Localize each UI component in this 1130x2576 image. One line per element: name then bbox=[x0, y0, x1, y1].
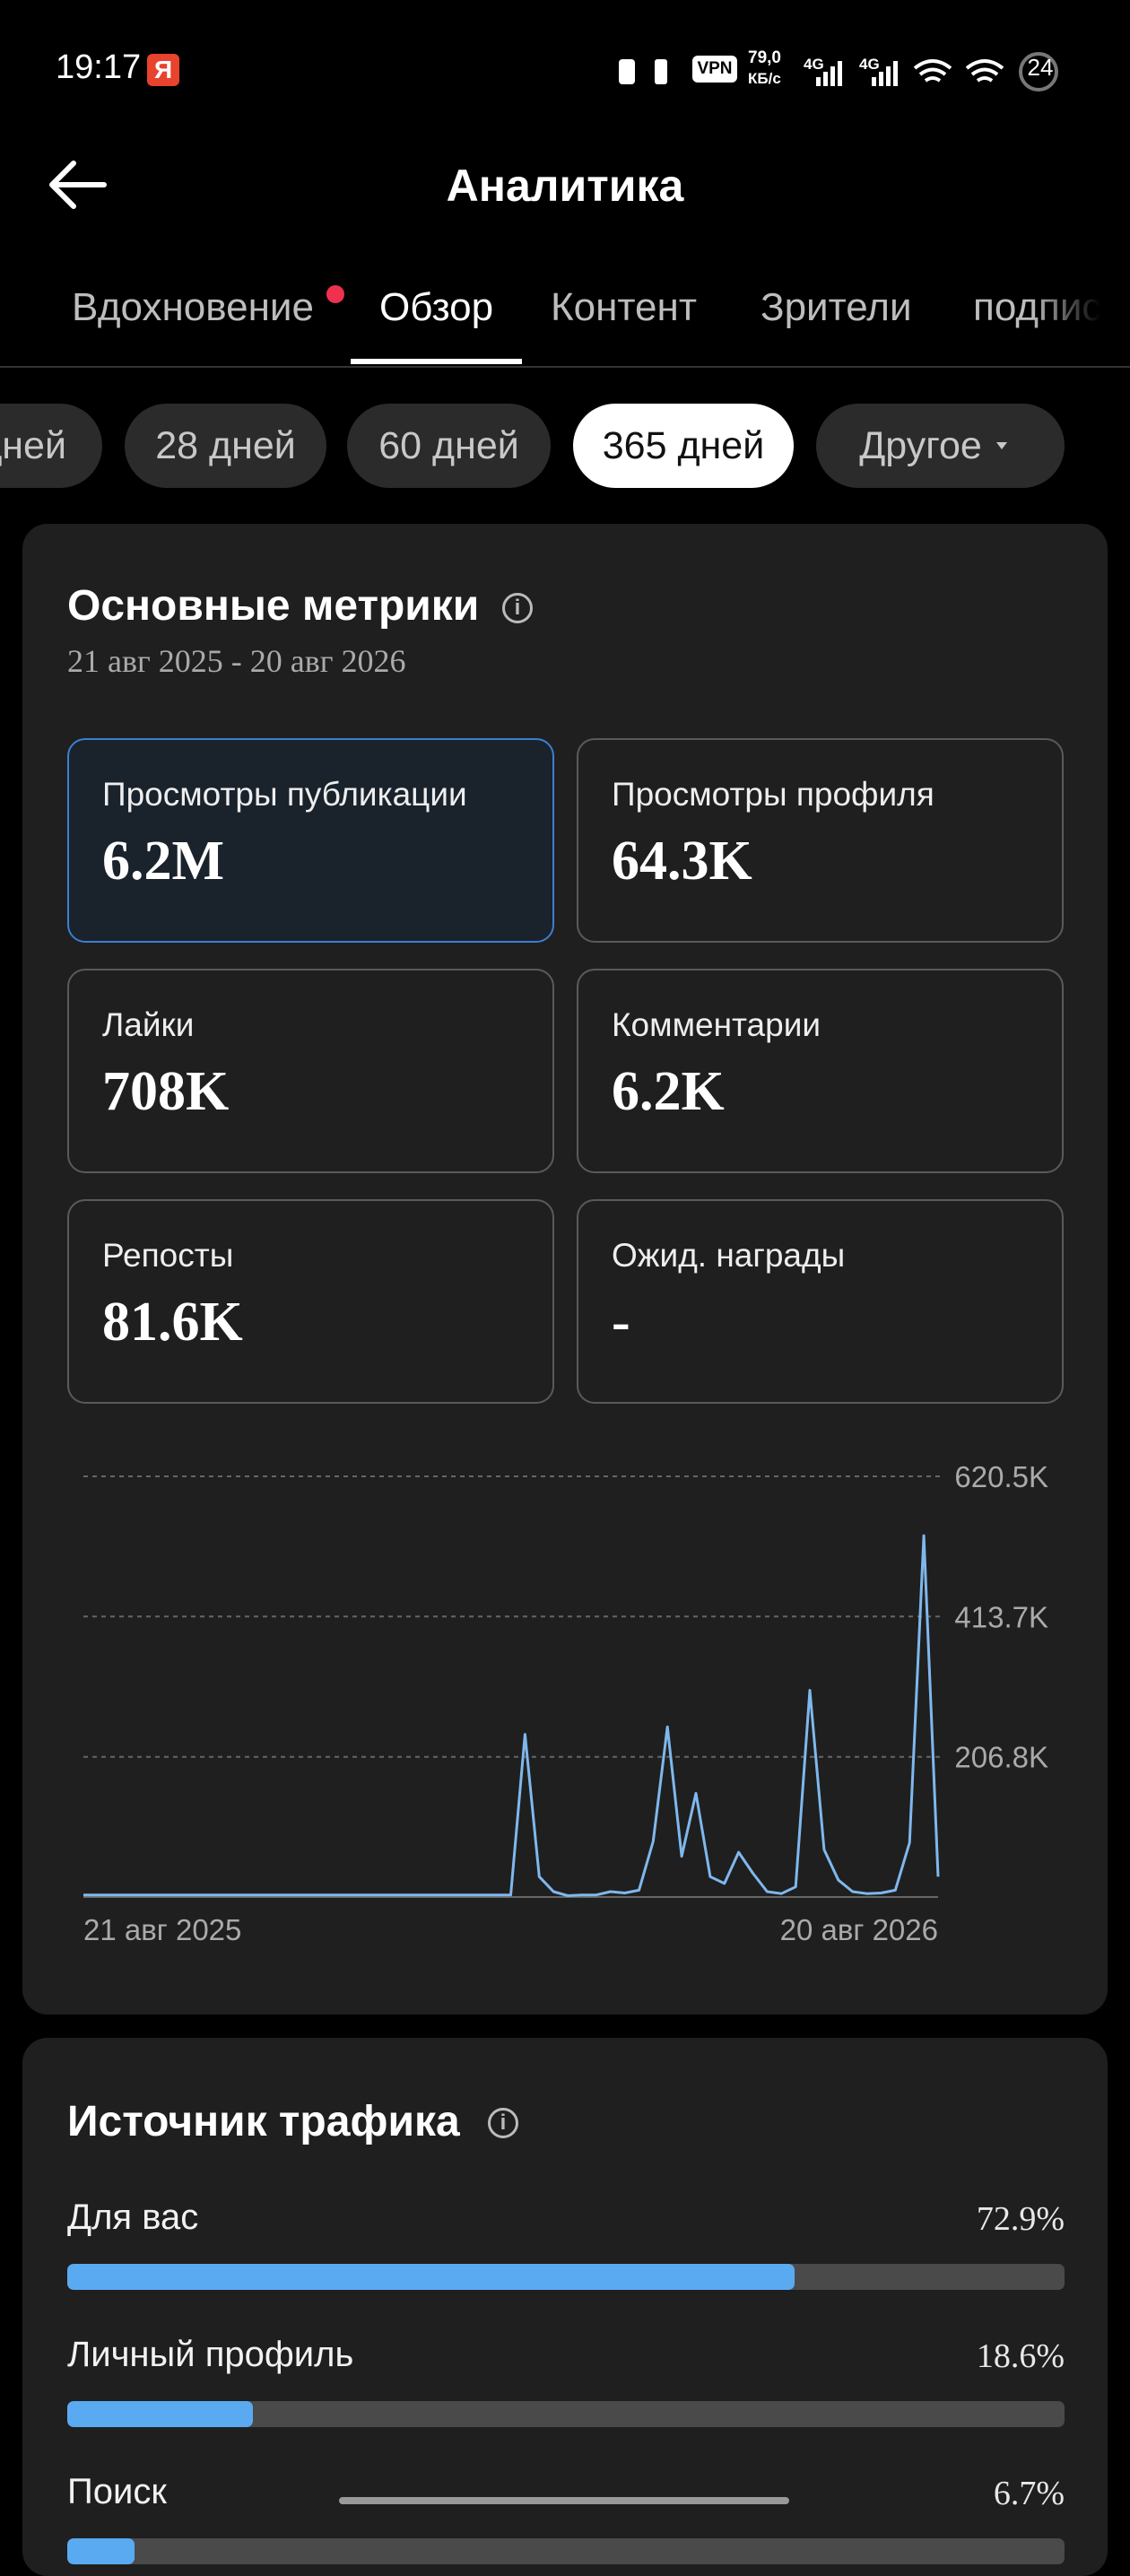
tab-fade bbox=[1031, 260, 1130, 359]
back-button[interactable] bbox=[47, 158, 109, 212]
screen: {"status_bar": {"time": "19:17", "badge"… bbox=[0, 48, 1130, 2576]
card-title: Источник трафика bbox=[67, 2098, 460, 2145]
tab[interactable]: Обзор bbox=[379, 285, 494, 329]
metric-tile[interactable]: Репосты 81.6K bbox=[67, 1199, 554, 1404]
progress-bar bbox=[67, 2264, 795, 2290]
source-value: 18.6% bbox=[976, 2337, 1065, 2375]
metric-tile[interactable]: Ожид. награды - bbox=[577, 1199, 1064, 1404]
metric-value: 81.6K bbox=[102, 1292, 243, 1353]
info-icon[interactable]: i bbox=[488, 2108, 518, 2138]
y-tick-label: 206.8K bbox=[954, 1741, 1048, 1774]
card-title: Основные метрики bbox=[67, 582, 480, 630]
progress-bar bbox=[67, 2401, 253, 2427]
progress-track bbox=[67, 2401, 1065, 2427]
metric-value: 708K bbox=[102, 1061, 230, 1122]
metric-label: Лайки bbox=[102, 1006, 195, 1043]
tab[interactable]: Контент bbox=[551, 285, 697, 329]
period-chip[interactable]: Другое bbox=[816, 404, 1065, 488]
metric-tile[interactable]: Лайки 708K bbox=[67, 969, 554, 1173]
notification-dot bbox=[326, 285, 344, 303]
status-icons bbox=[619, 52, 1058, 91]
metric-label: Репосты bbox=[102, 1237, 234, 1274]
progress-bar bbox=[67, 2538, 135, 2564]
tab[interactable]: Зрители bbox=[761, 285, 912, 329]
clock: 19:17 bbox=[56, 48, 142, 86]
metric-tile[interactable]: Просмотры профиля 64.3K bbox=[577, 738, 1064, 943]
source-label: Личный профиль bbox=[67, 2335, 354, 2374]
chip-label: дней bbox=[0, 423, 66, 467]
page-title: Аналитика bbox=[446, 161, 684, 211]
home-indicator bbox=[339, 2497, 789, 2504]
vpn-icon: VPN bbox=[692, 56, 737, 83]
period-chip[interactable]: 28 дней bbox=[125, 404, 326, 488]
metric-value: 6.2M bbox=[102, 831, 225, 892]
chip-label: 60 дней bbox=[378, 423, 519, 467]
data-line bbox=[83, 1534, 940, 1897]
period-chip[interactable]: 365 дней bbox=[573, 404, 794, 488]
period-chip[interactable]: дней bbox=[0, 404, 102, 488]
chip-label: 365 дней bbox=[602, 423, 765, 467]
chip-label: Другое bbox=[859, 423, 982, 467]
metric-label: Ожид. награды bbox=[612, 1237, 846, 1274]
info-icon[interactable]: i bbox=[502, 593, 533, 623]
tab-indicator bbox=[351, 359, 522, 364]
page: Аналитика html, body { margin: 0; paddin… bbox=[0, 48, 1130, 2576]
traffic-card bbox=[22, 2038, 1108, 2576]
x-tick-label: 21 авг 2025 bbox=[83, 1913, 241, 1946]
y-tick-label: 620.5K bbox=[954, 1460, 1048, 1493]
net-speed: 79,0 bbox=[748, 48, 781, 67]
source-value: 6.7% bbox=[993, 2475, 1065, 2512]
metric-label: Просмотры публикации bbox=[102, 776, 467, 813]
dropdown-arrow bbox=[995, 442, 1007, 449]
metric-tile[interactable]: Комментарии 6.2K bbox=[577, 969, 1064, 1173]
net-speed-unit: КБ/с bbox=[748, 70, 781, 87]
tab[interactable]: Вдохновение bbox=[72, 285, 314, 329]
metric-value: - bbox=[612, 1292, 630, 1353]
period-chip[interactable]: 60 дней bbox=[347, 404, 551, 488]
source-value: 72.9% bbox=[976, 2200, 1065, 2238]
views-chart: 206.8K 413.7K 620.5K 21 авг 2025 20 авг 2026 bbox=[83, 1460, 1048, 1946]
y-tick-label: 413.7K bbox=[954, 1600, 1048, 1633]
battery-level: 24 bbox=[1027, 54, 1054, 81]
source-label: Поиск bbox=[67, 2472, 167, 2511]
metric-value: 64.3K bbox=[612, 831, 752, 892]
source-label: Для вас bbox=[67, 2197, 199, 2237]
network-type: 4G bbox=[859, 56, 880, 73]
metric-tile[interactable]: Просмотры публикации 6.2M bbox=[67, 738, 554, 943]
divider bbox=[0, 366, 1130, 368]
network-type: 4G bbox=[804, 56, 824, 73]
progress-track bbox=[67, 2264, 1065, 2290]
app-badge: Я bbox=[147, 54, 179, 86]
metric-label: Просмотры профиля bbox=[612, 776, 934, 813]
date-range: 21 авг 2025 - 20 авг 2026 bbox=[67, 643, 406, 679]
x-tick-label: 20 авг 2026 bbox=[780, 1913, 938, 1946]
chip-label: 28 дней bbox=[155, 423, 296, 467]
progress-track bbox=[67, 2538, 1065, 2564]
metric-value: 6.2K bbox=[612, 1061, 725, 1122]
metric-label: Комментарии bbox=[612, 1006, 821, 1043]
